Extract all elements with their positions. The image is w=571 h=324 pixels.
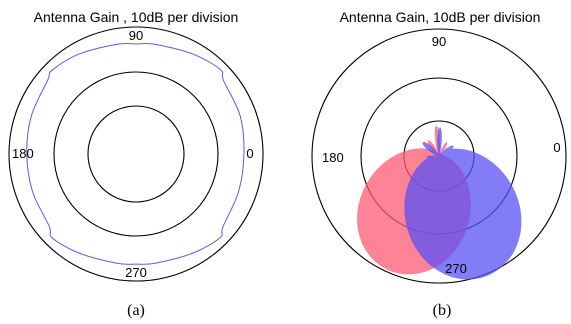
plot-a-outer-ring [8,26,264,282]
plot-b-angle-label-180: 180 [322,150,344,165]
plot-a-title: Antenna Gain , 10dB per division [34,9,239,25]
polar-plot-a: Antenna Gain , 10dB per division 90 180 … [8,9,264,319]
plot-b-title: Antenna Gain, 10dB per division [340,9,541,25]
plot-a-series-0 [26,42,245,265]
plot-a-series [26,42,245,265]
plot-a-angle-label-0: 0 [246,146,253,161]
plot-b-angle-label-0: 0 [553,140,560,155]
plot-b-caption: (b) [433,302,452,319]
plot-a-angle-label-270: 270 [125,265,147,280]
plot-b-angle-label-90: 90 [432,34,446,49]
plot-a-middle-ring [53,71,219,237]
plot-b-series-1 [404,127,522,280]
plot-a-inner-ring [87,105,185,203]
plot-b-outer-ring [311,28,567,284]
plot-a-angle-label-90: 90 [129,28,143,43]
plot-a-angle-label-180: 180 [12,146,34,161]
plot-b-series [357,125,522,280]
polar-plot-b: Antenna Gain, 10dB per division 90 180 0… [311,9,567,319]
plot-a-caption: (a) [127,302,145,319]
plot-b-angle-label-270: 270 [445,261,467,276]
